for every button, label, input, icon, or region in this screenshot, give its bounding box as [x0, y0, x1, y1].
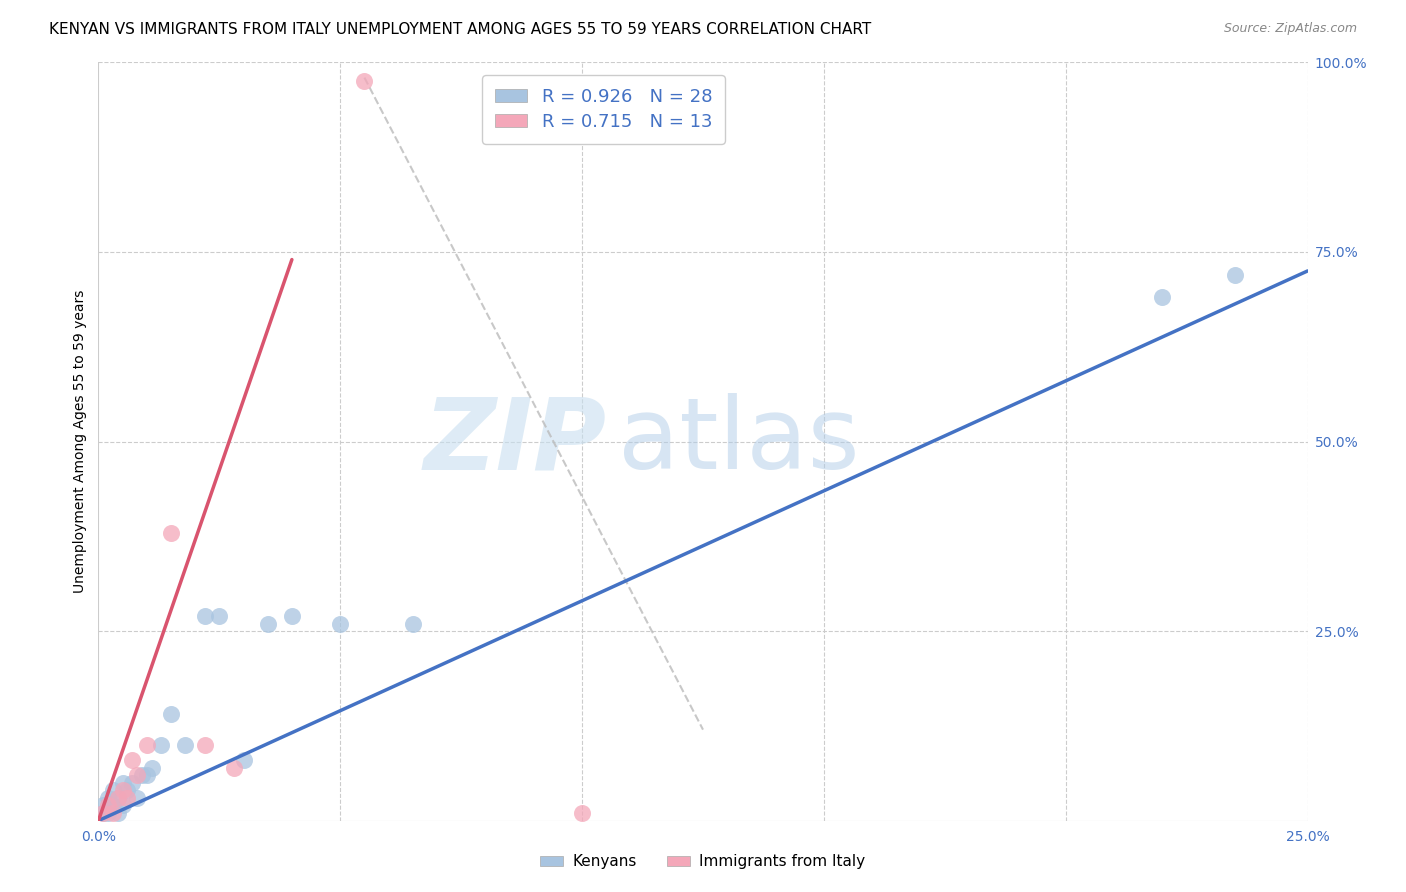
Point	[107, 806, 129, 821]
Point	[141, 760, 163, 774]
Point	[160, 707, 183, 722]
Text: Source: ZipAtlas.com: Source: ZipAtlas.com	[1223, 22, 1357, 36]
Text: ZIP: ZIP	[423, 393, 606, 490]
Point	[91, 806, 114, 821]
Point	[127, 791, 149, 805]
Point	[127, 768, 149, 782]
Legend: R = 0.926   N = 28, R = 0.715   N = 13: R = 0.926 N = 28, R = 0.715 N = 13	[482, 75, 725, 144]
Point	[117, 791, 139, 805]
Point	[571, 806, 593, 821]
Point	[256, 616, 278, 631]
Point	[194, 738, 217, 752]
Point	[97, 791, 120, 805]
Point	[101, 806, 124, 821]
Point	[101, 783, 124, 797]
Point	[111, 776, 134, 790]
Point	[117, 783, 139, 797]
Point	[160, 525, 183, 540]
Point	[135, 768, 157, 782]
Point	[97, 806, 120, 821]
Point	[232, 753, 254, 767]
Point	[111, 783, 134, 797]
Point	[111, 798, 134, 813]
Text: KENYAN VS IMMIGRANTS FROM ITALY UNEMPLOYMENT AMONG AGES 55 TO 59 YEARS CORRELATI: KENYAN VS IMMIGRANTS FROM ITALY UNEMPLOY…	[49, 22, 872, 37]
Point	[194, 608, 217, 623]
Point	[208, 608, 231, 623]
Legend: Kenyans, Immigrants from Italy: Kenyans, Immigrants from Italy	[534, 848, 872, 875]
Point	[121, 776, 143, 790]
Point	[353, 74, 375, 88]
Point	[1223, 268, 1246, 282]
Point	[174, 738, 197, 752]
Text: atlas: atlas	[619, 393, 860, 490]
Point	[222, 760, 245, 774]
Point	[91, 798, 114, 813]
Y-axis label: Unemployment Among Ages 55 to 59 years: Unemployment Among Ages 55 to 59 years	[73, 290, 87, 593]
Point	[402, 616, 425, 631]
Point	[91, 806, 114, 821]
Point	[107, 791, 129, 805]
Point	[150, 738, 173, 752]
Point	[121, 753, 143, 767]
Point	[281, 608, 304, 623]
Point	[1152, 291, 1174, 305]
Point	[101, 798, 124, 813]
Point	[329, 616, 352, 631]
Point	[131, 768, 153, 782]
Point	[135, 738, 157, 752]
Point	[97, 798, 120, 813]
Point	[107, 791, 129, 805]
